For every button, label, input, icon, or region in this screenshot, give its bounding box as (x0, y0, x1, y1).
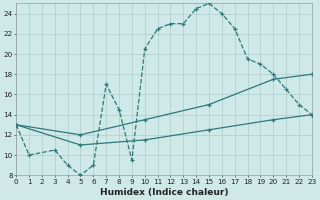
X-axis label: Humidex (Indice chaleur): Humidex (Indice chaleur) (100, 188, 228, 197)
